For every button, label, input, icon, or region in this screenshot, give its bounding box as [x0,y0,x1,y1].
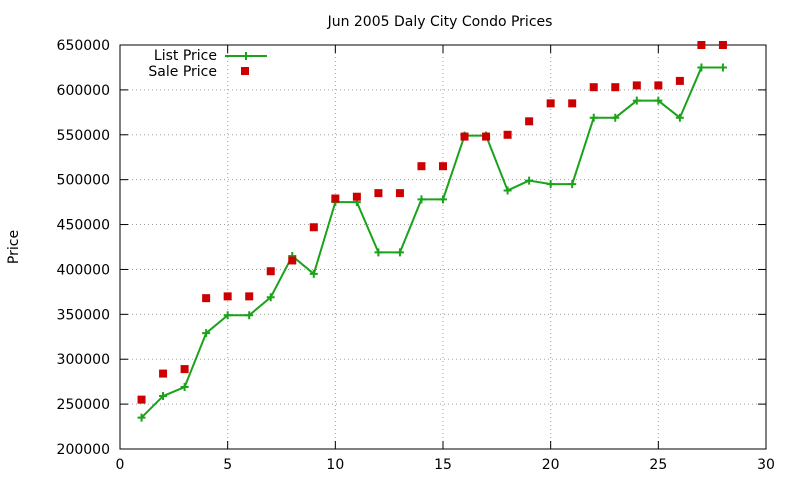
data-point-list-price [245,311,254,320]
x-tick-label: 30 [757,457,775,473]
data-point-sale-price [223,292,232,301]
data-point-sale-price [546,99,555,108]
data-point-sale-price [589,83,598,92]
y-tick-label: 550000 [57,128,110,144]
data-point-sale-price [202,294,211,303]
data-point-sale-price [395,189,404,198]
y-axis-label: Price [6,230,22,264]
data-point-list-price [675,113,684,122]
data-point-sale-price [632,81,641,90]
y-tick-label: 600000 [57,83,110,99]
data-point-sale-price [439,162,447,171]
legend-marker-list-price [242,52,250,60]
data-point-list-price [417,195,426,204]
data-point-sale-price [417,162,426,171]
data-point-sale-price [180,365,189,374]
data-point-sale-price [503,130,512,139]
data-point-list-price [439,195,447,204]
y-tick-label: 350000 [57,307,110,323]
data-point-list-price [718,63,727,72]
data-point-list-price [503,186,512,195]
data-point-sale-price [266,267,275,276]
legend-label-sale-price: Sale Price [148,64,217,80]
y-tick-label: 400000 [57,262,110,278]
data-point-sale-price [568,99,577,108]
data-point-sale-price [525,117,534,126]
data-point-list-price [180,383,189,392]
data-point-sale-price [137,395,146,404]
x-tick-label: 15 [434,457,452,473]
legend-plus-marker [242,52,250,60]
data-point-list-price [632,96,641,105]
data-point-sale-price [460,132,469,141]
data-point-list-price [589,113,598,122]
axis-ticks: 200000 250000 300000 350000 400000 450000 5000… [57,38,775,473]
data-point-sale-price [675,76,684,85]
x-tick-label: 5 [223,457,232,473]
data-point-sale-price [309,223,318,232]
data-point-list-price [525,176,534,185]
x-tick-label: 0 [116,457,125,473]
series-list-price [137,63,727,422]
data-point-sale-price [374,189,383,198]
legend-marker-sale-price [241,67,249,75]
data-point-list-price [546,180,555,189]
legend: List Price Sale Price [148,48,267,80]
data-point-list-price [223,311,232,320]
data-point-sale-price [331,194,340,203]
y-tick-label: 200000 [57,442,110,458]
data-point-list-price [395,248,404,257]
data-point-sale-price [245,292,254,301]
data-point-list-price [654,96,663,105]
data-point-list-price [137,413,146,422]
y-tick-label: 300000 [57,352,110,368]
y-tick-label: 250000 [57,397,110,413]
y-tick-label: 450000 [57,218,110,234]
series-line-list-price [140,66,723,419]
data-point-sale-price [159,369,168,378]
data-point-list-price [611,113,620,122]
data-point-sale-price [697,41,706,49]
x-tick-label: 25 [649,457,667,473]
series-layer [137,41,727,422]
data-point-sale-price [718,41,727,49]
grid [120,45,766,449]
series-sale-price [137,41,727,404]
legend-label-list-price: List Price [154,48,217,64]
data-point-sale-price [611,83,620,92]
chart-title: Jun 2005 Daly City Condo Prices [327,14,553,30]
data-point-list-price [697,63,706,72]
data-point-list-price [266,293,275,302]
data-point-list-price [568,180,577,189]
data-point-list-price [309,269,318,278]
data-point-sale-price [482,132,491,141]
data-point-list-price [202,329,211,338]
data-point-list-price [374,248,383,257]
data-point-sale-price [654,81,663,90]
data-point-list-price [159,392,168,401]
data-point-sale-price [288,256,297,265]
data-point-sale-price [352,192,361,201]
x-tick-label: 20 [542,457,560,473]
x-tick-label: 10 [326,457,344,473]
y-tick-label: 650000 [57,38,110,54]
y-tick-label: 500000 [57,173,110,189]
